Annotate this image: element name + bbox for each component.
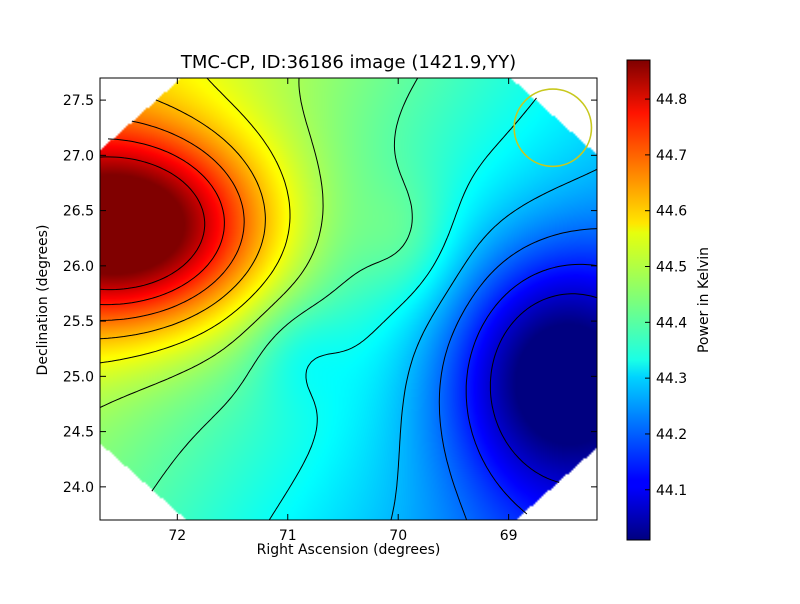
contour-lines	[100, 78, 597, 520]
contour-line	[100, 138, 225, 306]
axis-ticks: 72 71 70 69 24.0 24.5 25.0 25.5 26.0 26.5 27.0 27.5	[63, 78, 597, 544]
colorbar-label: Power in Kelvin	[696, 246, 712, 354]
x-tick-label: 70	[389, 528, 407, 544]
contour-line	[268, 97, 537, 520]
contour-line	[465, 263, 597, 515]
colorbar	[626, 59, 651, 541]
contour-line	[438, 228, 597, 520]
plot-frame	[99, 77, 598, 521]
y-tick-label: 24.5	[63, 425, 94, 441]
y-tick-label: 25.5	[63, 314, 94, 330]
colorbar-tick-label: 44.1	[656, 483, 687, 499]
colorbar-tick-label: 44.5	[656, 260, 687, 276]
colorbar-tick-label: 44.7	[656, 148, 687, 164]
x-tick-label: 72	[168, 528, 186, 544]
y-tick-label: 26.0	[63, 259, 94, 275]
x-axis-label: Right Ascension (degrees)	[256, 542, 441, 558]
y-tick-label: 27.5	[63, 93, 94, 109]
colorbar-tick-label: 44.2	[656, 427, 687, 443]
beam-circle	[513, 88, 593, 168]
y-tick-label: 27.0	[63, 148, 94, 164]
colorbar-tick-label: 44.3	[656, 371, 687, 387]
y-tick-label: 24.0	[63, 480, 94, 496]
contour-line	[100, 78, 324, 409]
heatmap-image	[100, 78, 597, 520]
contour-line	[100, 99, 266, 340]
x-tick-label: 69	[500, 528, 518, 544]
contour-line	[100, 156, 206, 291]
contour-line	[100, 120, 245, 321]
x-tick-label: 71	[279, 528, 297, 544]
colorbar-tick-label: 44.8	[656, 92, 687, 108]
contour-line	[489, 293, 597, 483]
contour-line	[390, 168, 597, 520]
y-tick-label: 26.5	[63, 204, 94, 220]
colorbar-tick-label: 44.6	[656, 204, 687, 220]
colorbar-tick-label: 44.4	[656, 315, 687, 331]
y-tick-label: 25.0	[63, 369, 94, 385]
y-axis-label: Declination (degrees)	[35, 224, 51, 376]
contour-line	[151, 78, 419, 492]
chart-title: TMC-CP, ID:36186 image (1421.9,YY)	[180, 52, 517, 73]
colorbar-ticks: 44.1 44.2 44.3 44.4 44.5 44.6 44.7 44.8	[645, 92, 687, 499]
